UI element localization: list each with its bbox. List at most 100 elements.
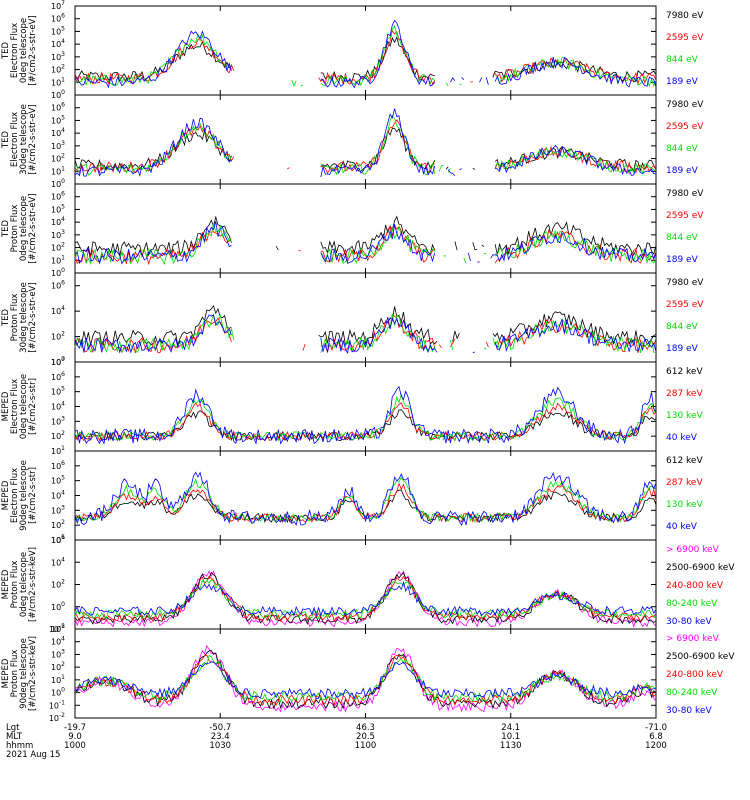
series-trace [74,392,657,442]
legend-label: 2500-6900 keV [666,652,735,662]
panel-5: 101 102 103 104 105 106 107 MEPED Electron Flux 0… [1,356,703,456]
y-tick-label: 103 [51,648,65,659]
y-axis-label-line: 30deg telescope [19,282,29,353]
y-tick-label: 103 [51,504,65,515]
y-axis-label-line: Electron Flux [10,23,20,78]
series-trace [74,108,657,178]
y-axis-label-line: MEPED [1,569,11,599]
legend-label: 844 eV [666,55,699,65]
series-trace [74,385,657,445]
series-trace [74,314,657,355]
y-axis-label-line: Electron Flux [10,112,20,167]
y-axis-label-line: 0deg telescope [19,18,29,83]
y-tick-label: 106 [51,13,65,24]
y-axis-label-line: TED [1,219,11,238]
legend-label: 612 keV [666,456,703,466]
time-axis-label: 23.4 [211,732,230,742]
legend-label: 287 keV [666,389,703,399]
legend-label: 80-240 keV [666,688,718,698]
legend-label: 240-800 keV [666,670,724,680]
series-trace [74,25,657,88]
y-tick-label: 106 [51,280,65,291]
y-tick-label: 104 [51,305,65,316]
y-tick-label: 105 [51,386,65,397]
y-axis-label-line: [#/cm2-s-str] [28,378,38,435]
plot-frame [74,5,657,96]
y-axis-label-line: 90deg telescope [19,638,29,709]
legend-label: 40 keV [666,522,698,532]
y-axis-label-line: [#/cm2-s-str-eV] [28,282,38,352]
y-tick-label: 107 [51,0,65,11]
y-axis-label-line: TED [1,130,11,149]
y-tick-label: 104 [51,216,65,227]
series-trace [74,223,657,266]
time-axis-label: -50.7 [209,723,231,733]
y-tick-label: 104 [51,38,65,49]
time-axis-label: 24.1 [501,723,520,733]
y-tick-label: 105 [51,25,65,36]
y-axis-label: TED Proton Flux 30deg telescope [#/cm2-s-st… [1,282,38,353]
y-tick-label: 102 [51,331,65,342]
time-axis-label: -19.7 [64,723,86,733]
y-tick-label: 105 [51,114,65,125]
series-trace [74,119,657,175]
y-axis-label: MEPED Electron Flux 0deg telescope [#/cm2-s… [1,374,38,439]
y-axis-label: TED Proton Flux 0deg telescope [#/cm2-s-str… [1,193,38,263]
time-axis: Lgt -19.7 -50.7 46.3 24.1 -71.0 MLT 9.0 23.4 20.5… [6,6,667,760]
y-tick-label: 102 [51,579,65,590]
y-axis-label-line: [#/cm2-s-str-keV] [28,636,38,711]
y-axis-label-line: 90deg telescope [19,460,29,531]
y-axis-label: MEPED Electron Flux 90deg telescope [#/cm2-… [1,460,38,531]
y-tick-label: 100 [51,178,65,189]
legend-label: 612 keV [666,367,703,377]
y-tick-label: 104 [51,401,65,412]
y-tick-label: 105 [51,623,65,634]
time-axis-label: -71.0 [645,723,667,733]
y-axis-label-line: 30deg telescope [19,104,29,175]
y-tick-label: 103 [51,415,65,426]
series-trace [74,644,657,713]
panel-7: 10-2 100 102 104 106 MEPED Proton Flux 0deg tel… [1,534,735,634]
time-axis-label: 9.0 [68,732,82,742]
time-axis-label: 1030 [209,741,231,751]
legend-label: 844 eV [666,144,699,154]
legend-label: 844 eV [666,233,699,243]
y-tick-label: 102 [51,64,65,75]
y-tick-label: 10-2 [49,623,65,634]
legend-label: 2595 eV [666,33,704,43]
legend-label: 7980 eV [666,278,704,288]
y-tick-label: 102 [51,519,65,530]
series-trace [74,661,657,700]
y-tick-label: 102 [51,242,65,253]
y-axis-label-line: Proton Flux [10,294,20,342]
y-axis-label: MEPED Proton Flux 0deg telescope [#/cm2-s-s… [1,547,38,622]
legend-label: 844 eV [666,322,699,332]
y-tick-label: 10-1 [49,699,65,710]
legend-label: 7980 eV [666,11,704,21]
time-axis-label: 10.1 [501,732,520,742]
series-trace [74,476,657,524]
legend-label: 2595 eV [666,122,704,132]
y-tick-label: 103 [51,140,65,151]
legend-label: 189 eV [666,166,699,176]
y-axis-label-line: [#/cm2-s-str-eV] [28,104,38,174]
y-axis-label-line: MEPED [1,658,11,688]
y-tick-label: 104 [51,556,65,567]
legend-label: 7980 eV [666,100,704,110]
y-axis-label-line: Proton Flux [10,650,20,698]
series-trace [74,19,657,89]
legend-label: 30-80 keV [666,617,712,627]
y-axis-label-line: Electron Flux [10,379,20,434]
legend-label: 80-240 keV [666,599,718,609]
legend-label: > 6900 keV [666,545,720,555]
y-tick-label: 100 [51,267,65,278]
plot-frame [74,272,657,363]
y-tick-label: 106 [51,460,65,471]
y-tick-label: 106 [51,191,65,202]
y-axis-label-line: TED [1,41,11,60]
legend-label: > 6900 keV [666,634,720,644]
plot-frame [74,94,657,185]
y-tick-label: 101 [51,165,65,176]
